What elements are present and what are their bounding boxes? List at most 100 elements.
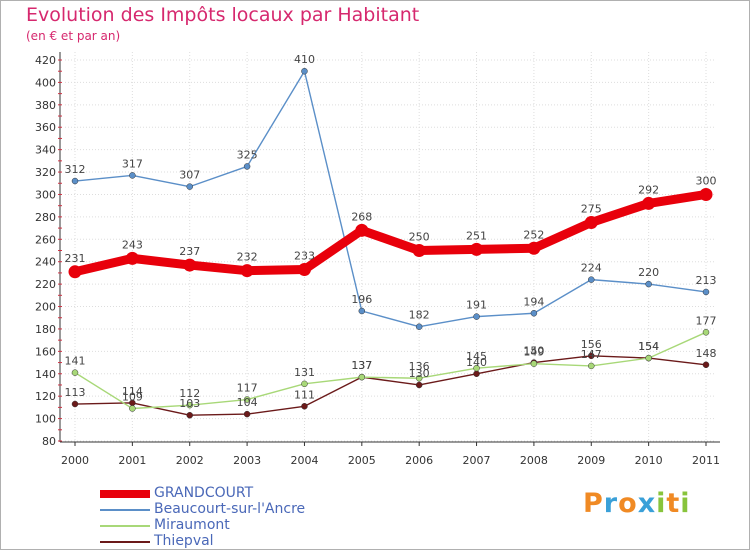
data-point [645, 354, 652, 362]
data-point [129, 405, 136, 412]
y-tick-label: 260 [35, 233, 56, 246]
x-tick-label: 2008 [520, 454, 548, 467]
series-line-3 [74, 355, 707, 416]
legend-item: Beaucourt-sur-l'Ancre [100, 501, 360, 518]
data-label: 237 [179, 245, 200, 258]
data-point [243, 410, 251, 418]
data-point [470, 242, 484, 256]
data-point [588, 362, 595, 370]
legend-label: Thiepval [154, 533, 214, 549]
y-tick-label: 180 [35, 323, 56, 336]
data-point [530, 360, 538, 367]
legend-item: GRANDCOURT [100, 485, 360, 502]
y-tick-label: 320 [35, 166, 56, 179]
data-label: 224 [581, 262, 602, 275]
data-point [702, 288, 710, 296]
x-tick-label: 2003 [233, 454, 261, 467]
data-point [473, 370, 480, 378]
data-point [473, 313, 480, 320]
chart-subtitle: (en € et par an) [26, 29, 121, 43]
x-tick-label: 2005 [348, 454, 376, 467]
data-point [412, 244, 426, 257]
data-point [301, 403, 308, 410]
y-tick-label: 280 [35, 211, 56, 224]
y-tick-label: 200 [35, 301, 56, 314]
data-point [415, 381, 423, 389]
data-point [183, 258, 197, 272]
data-label: 113 [65, 386, 86, 399]
y-tick-label: 420 [35, 54, 56, 67]
data-label: 104 [237, 396, 258, 409]
data-point [186, 411, 193, 419]
data-point [68, 265, 82, 279]
data-label: 410 [294, 53, 315, 66]
data-label: 275 [581, 202, 602, 215]
data-point [355, 223, 369, 237]
data-label: 150 [523, 345, 544, 358]
data-point [527, 241, 541, 255]
data-label: 307 [179, 169, 200, 182]
data-point [415, 323, 423, 330]
data-label: 250 [409, 231, 430, 244]
data-label: 140 [466, 356, 487, 369]
data-label: 251 [466, 229, 487, 242]
data-label: 109 [122, 391, 143, 404]
data-label: 141 [65, 355, 86, 368]
data-label: 154 [638, 340, 659, 353]
data-label: 194 [523, 295, 544, 308]
x-tick-label: 2009 [577, 454, 605, 467]
series-line-0 [70, 189, 711, 277]
data-label: 111 [294, 388, 315, 401]
data-label: 137 [351, 359, 372, 372]
data-point [243, 163, 251, 170]
data-label: 232 [237, 251, 258, 264]
data-label: 136 [409, 360, 430, 373]
data-label: 137 [351, 359, 372, 372]
data-point [186, 401, 193, 409]
logo-letter: r [603, 488, 619, 519]
x-tick-label: 2007 [463, 454, 491, 467]
y-tick-label: 340 [35, 144, 56, 157]
data-label: 243 [122, 238, 143, 251]
data-point [301, 67, 308, 75]
y-tick-label: 220 [35, 278, 56, 291]
logo-letter: t [666, 488, 681, 519]
data-point [71, 369, 79, 376]
x-tick-label: 2002 [176, 454, 204, 467]
data-label: 131 [294, 366, 315, 379]
logo-letter: i [680, 488, 691, 519]
data-label: 154 [638, 340, 659, 353]
data-label: 312 [65, 163, 86, 176]
legend-label: GRANDCOURT [154, 485, 254, 501]
data-label: 213 [696, 274, 717, 287]
legend-swatch [100, 525, 150, 527]
x-tick-label: 2000 [61, 454, 89, 467]
data-label: 325 [237, 148, 258, 161]
logo-letter: x [637, 488, 657, 519]
data-label: 149 [523, 346, 544, 359]
logo-letter: i [656, 488, 667, 519]
data-label: 191 [466, 299, 487, 312]
data-label: 130 [409, 367, 430, 380]
x-tick-label: 2004 [290, 454, 318, 467]
data-point [243, 396, 251, 403]
y-tick-label: 100 [35, 413, 56, 426]
legend-swatch [100, 541, 150, 543]
logo-letter: o [618, 488, 638, 519]
chart-legend: GRANDCOURT Beaucourt-sur-l'Ancre Miraumont… [100, 485, 360, 550]
x-tick-label: 2001 [118, 454, 146, 467]
y-tick-label: 360 [35, 121, 56, 134]
data-point [71, 400, 79, 408]
data-point [584, 215, 598, 229]
data-point [129, 172, 136, 179]
y-tick-label: 140 [35, 368, 56, 381]
x-tick-label: 2006 [405, 454, 433, 467]
data-label: 292 [638, 183, 659, 196]
y-tick-label: 380 [35, 99, 56, 112]
y-tick-label: 300 [35, 188, 56, 201]
data-point [588, 276, 595, 283]
x-tick-label: 2011 [692, 454, 720, 467]
data-point [699, 187, 713, 201]
data-label: 156 [581, 338, 602, 351]
series-line-2 [74, 331, 707, 410]
